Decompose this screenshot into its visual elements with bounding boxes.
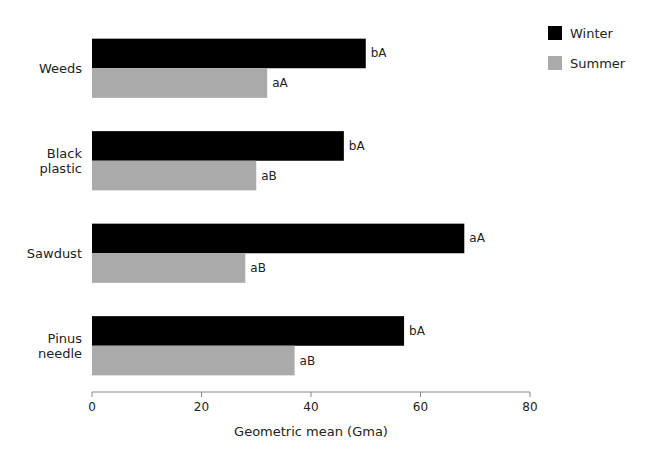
value-label: bA — [409, 324, 426, 338]
value-label: aA — [272, 76, 288, 90]
chart-svg: bA bA aA bA aA aB aB aB 0 20 40 60 80 Geometric mean … — [0, 0, 656, 458]
value-label: bA — [371, 46, 388, 60]
x-tick — [201, 392, 202, 397]
bar — [92, 131, 344, 161]
category-label: Sawdust — [27, 246, 82, 261]
category-label: Weeds — [39, 61, 82, 76]
value-label: aB — [261, 169, 277, 183]
x-tick-label: 80 — [522, 400, 537, 414]
bar — [92, 68, 267, 98]
value-label: aB — [250, 261, 266, 275]
bar — [92, 161, 256, 191]
legend-swatch — [548, 26, 562, 40]
bar — [92, 346, 295, 376]
x-tick-label: 0 — [88, 400, 96, 414]
x-tick-label: 20 — [194, 400, 209, 414]
x-tick — [92, 392, 93, 397]
x-axis: 0 20 40 60 80 Geometric mean (Gma) — [88, 392, 537, 439]
x-tick-label: 40 — [303, 400, 318, 414]
chart-container: bA bA aA bA aA aB aB aB 0 20 40 60 80 Geometric mean … — [0, 0, 656, 458]
x-tick — [311, 392, 312, 397]
bar — [92, 39, 366, 69]
x-tick-label: 60 — [413, 400, 428, 414]
x-tick — [420, 392, 421, 397]
value-label: bA — [349, 139, 366, 153]
value-labels: bA bA aA bA aA aB aB aB — [250, 46, 485, 367]
legend-swatch — [548, 56, 562, 70]
category-label: Blackplastic — [40, 146, 83, 176]
legend: Winter Summer — [548, 26, 626, 71]
value-label: aB — [300, 354, 316, 368]
legend-label: Winter — [570, 26, 614, 41]
value-label: aA — [469, 231, 485, 245]
legend-label: Summer — [570, 56, 626, 71]
x-axis-label: Geometric mean (Gma) — [234, 424, 388, 439]
bars — [92, 39, 464, 376]
y-axis: Weeds Blackplastic Sawdust Pinusneedle — [27, 61, 83, 361]
x-tick — [530, 392, 531, 397]
bar — [92, 253, 245, 283]
category-label: Pinusneedle — [38, 331, 82, 361]
bar — [92, 316, 404, 346]
bar — [92, 224, 464, 254]
